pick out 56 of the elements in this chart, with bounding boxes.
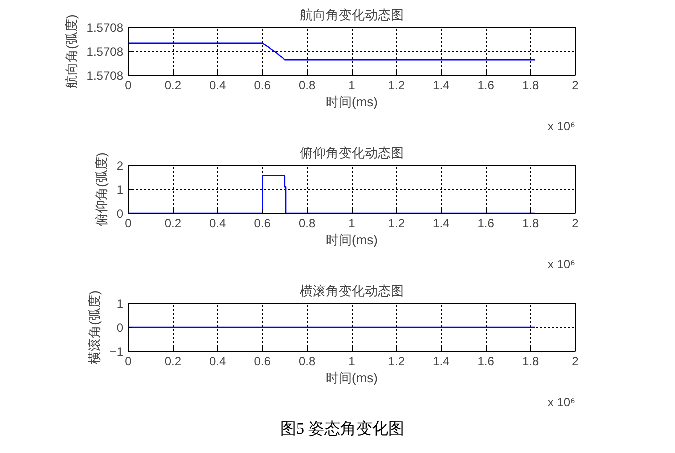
x-tick-label: 0	[125, 354, 132, 368]
y-axis-title: 航向角(弧度)	[64, 14, 79, 88]
x-tick-label: 0.2	[164, 354, 182, 368]
x-tick-label: 1.8	[522, 78, 540, 92]
y-tick-label: 1.5708	[86, 21, 124, 35]
x-tick-label: 1.2	[388, 216, 406, 230]
x-tick-label: 1.6	[478, 216, 495, 230]
chart-title: 横滚角变化动态图	[300, 284, 404, 298]
x-tick-label: 1.4	[433, 78, 450, 92]
x-tick-label: 0.4	[210, 78, 227, 92]
x-tick-label: 0.8	[298, 216, 316, 230]
x-tick-label: 0.6	[254, 78, 272, 92]
y-tick-label: 1	[116, 297, 124, 311]
x-tick-label: 1.8	[522, 354, 540, 368]
x-tick-label: 0	[125, 216, 132, 230]
x-tick-label: 2	[572, 78, 580, 92]
text: x 10⁶	[548, 258, 576, 272]
y-tick-label: 2	[116, 159, 124, 173]
y-tick-label: 1.5708	[86, 69, 124, 83]
x-tick-label: 0.8	[298, 78, 316, 92]
text: x 10⁶	[548, 396, 576, 410]
y-tick-label: 1	[116, 183, 124, 197]
x-axis-title: 时间(ms)	[326, 370, 378, 386]
y-axis-title: 俯仰角(弧度)	[94, 152, 109, 226]
text: x 10⁶	[548, 120, 576, 134]
caption: 图5 姿态角变化图	[280, 420, 404, 440]
x-tick-label: 1.2	[388, 354, 406, 368]
x-tick-label: 0.6	[254, 354, 272, 368]
x-tick-label: 2	[572, 216, 580, 230]
y-tick-label: 0	[116, 321, 124, 335]
x-tick-label: 0.8	[298, 354, 316, 368]
chart-title: 航向角变化动态图	[300, 8, 404, 22]
x-tick-label: 0.2	[164, 216, 182, 230]
x-tick-label: 1	[348, 216, 356, 230]
x-axis-title: 时间(ms)	[326, 94, 378, 110]
x-tick-label: 1.4	[433, 354, 450, 368]
chart-title: 俯仰角变化动态图	[300, 146, 404, 160]
x-tick-label: 1.2	[388, 78, 406, 92]
x-tick-label: 1	[348, 354, 356, 368]
line-series	[128, 42, 536, 61]
x-tick-label: 1.6	[478, 78, 495, 92]
x-axis-title: 时间(ms)	[326, 232, 378, 248]
x-tick-label: 1	[348, 78, 356, 92]
x-tick-label: 1.6	[478, 354, 495, 368]
x-tick-label: 0.4	[210, 216, 227, 230]
x-tick-label: 1.8	[522, 216, 540, 230]
y-axis-title: 横滚角(弧度)	[86, 290, 102, 364]
x-tick-label: 0	[125, 78, 132, 92]
y-tick-label: 1.5708	[86, 45, 124, 59]
x-tick-label: 0.2	[164, 78, 182, 92]
x-tick-label: 0.4	[210, 354, 227, 368]
x-tick-label: 0.6	[254, 216, 272, 230]
y-tick-label: −1	[110, 345, 124, 359]
y-tick-label: 0	[116, 207, 124, 221]
x-tick-label: 2	[572, 354, 580, 368]
x-tick-label: 1.4	[433, 216, 450, 230]
